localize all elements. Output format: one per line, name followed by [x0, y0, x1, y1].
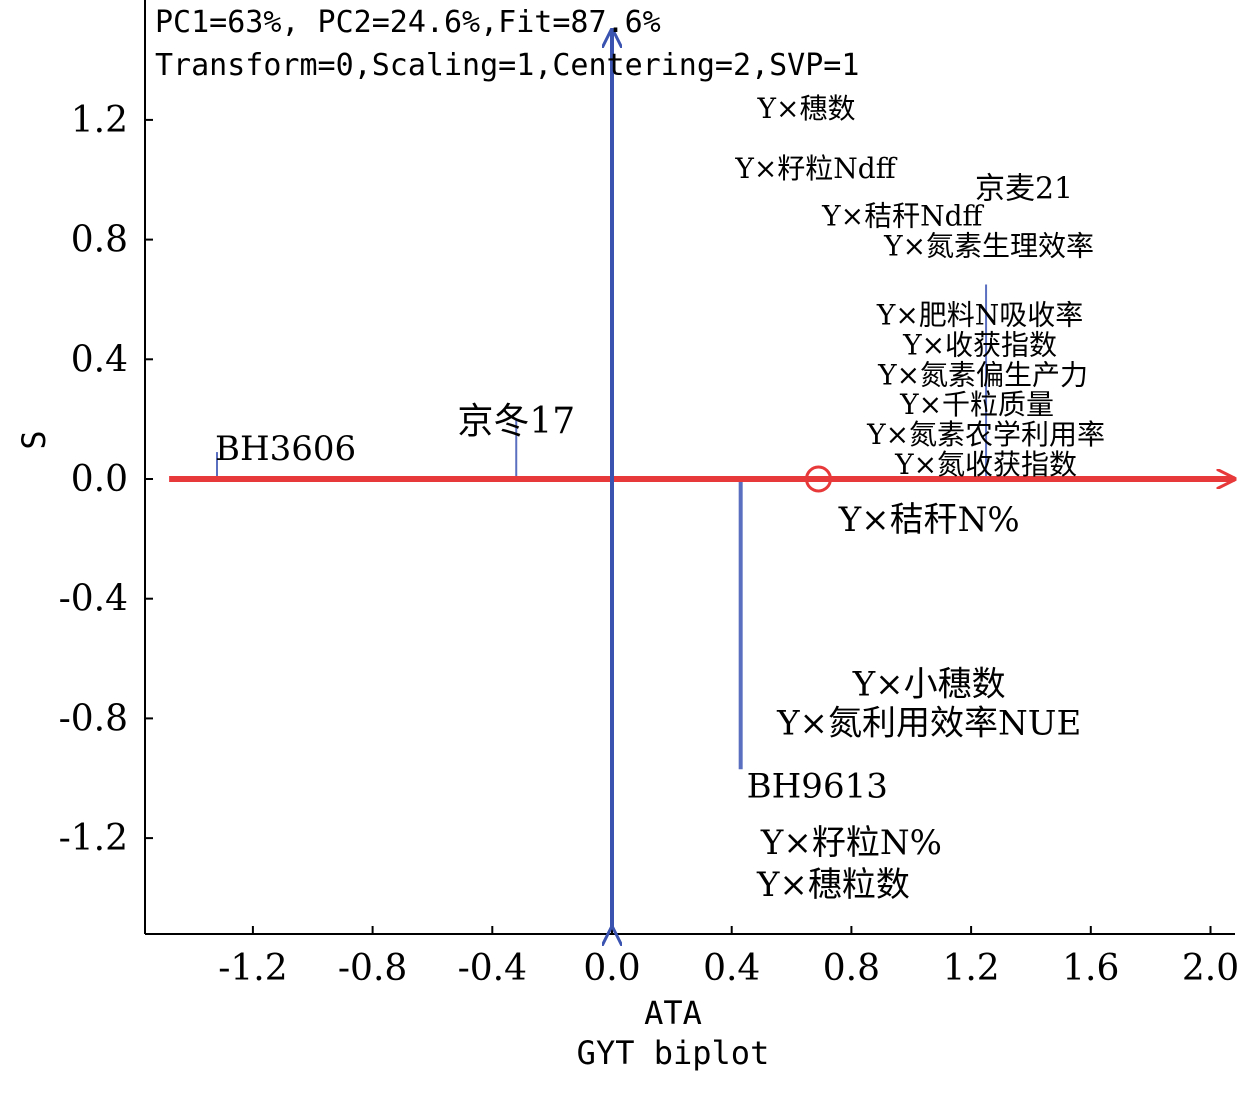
trait-label: Y×氮利用效率NUE — [776, 703, 1081, 743]
x-tick-label: 0.0 — [583, 948, 640, 989]
genotype-label: 京冬17 — [457, 401, 575, 442]
average-environment-marker — [804, 465, 832, 493]
chart-title: GYT biplot — [577, 1034, 770, 1072]
point-labels: BH3606 京冬17 BH9613 京麦21 Y×穗数 Y×籽粒Ndff Y×秸秆Ndff… — [215, 92, 1105, 905]
transform-summary: Transform=0,Scaling=1,Centering=2,SVP=1 — [155, 48, 859, 83]
trait-label: Y×氮素偏生产力 — [877, 358, 1088, 391]
x-ticks: -1.2 -0.8 -0.4 0.0 0.4 0.8 1.2 1.6 2.0 — [218, 926, 1239, 989]
x-tick-label: 0.4 — [703, 948, 760, 989]
genotype-label: 京麦21 — [975, 171, 1073, 206]
genotype-label: BH3606 — [215, 429, 356, 469]
x-axis-label: ATA — [644, 994, 702, 1032]
trait-label: Y×小穗数 — [852, 664, 1006, 704]
y-tick-label: -1.2 — [59, 818, 128, 859]
x-tick-label: -1.2 — [218, 948, 287, 989]
x-tick-label: 1.2 — [942, 948, 999, 989]
trait-label: Y×穗数 — [757, 92, 856, 125]
y-tick-label: -0.8 — [59, 698, 128, 739]
y-tick-label: 0.0 — [71, 459, 128, 500]
fit-summary: PC1=63%, PC2=24.6%,Fit=87.6% — [155, 5, 661, 40]
trait-label: Y×氮素生理效率 — [883, 230, 1094, 263]
trait-label: Y×氮素农学利用率 — [866, 418, 1105, 451]
trait-label: Y×穗粒数 — [756, 865, 910, 905]
y-ticks: 1.2 0.8 0.4 0.0 -0.4 -0.8 -1.2 — [59, 100, 153, 859]
trait-label: Y×氮收获指数 — [894, 448, 1077, 481]
x-tick-label: -0.4 — [458, 948, 527, 989]
trait-label: Y×秸秆N% — [838, 500, 1020, 540]
projection-lines — [215, 284, 988, 770]
trait-label: Y×秸秆Ndff — [821, 200, 984, 233]
trait-label: Y×肥料N吸收率 — [876, 298, 1083, 331]
genotype-label: BH9613 — [747, 766, 888, 806]
trait-label: Y×收获指数 — [902, 328, 1057, 361]
y-axis-label: S — [15, 430, 53, 449]
x-tick-label: -0.8 — [338, 948, 407, 989]
trait-label: Y×籽粒N% — [760, 823, 942, 863]
x-tick-label: 0.8 — [823, 948, 880, 989]
y-tick-label: -0.4 — [59, 579, 128, 620]
y-tick-label: 0.8 — [71, 220, 128, 261]
x-tick-label: 1.6 — [1062, 948, 1119, 989]
trait-label: Y×千粒质量 — [899, 388, 1054, 421]
x-tick-label: 2.0 — [1182, 948, 1239, 989]
y-tick-label: 1.2 — [71, 100, 128, 141]
trait-label: Y×籽粒Ndff — [734, 152, 897, 185]
y-tick-label: 0.4 — [71, 339, 128, 380]
